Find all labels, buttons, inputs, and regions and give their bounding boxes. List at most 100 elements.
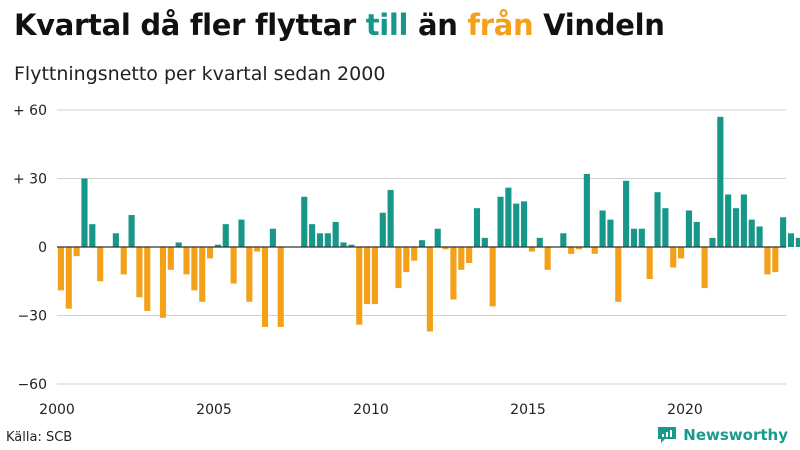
bar-quarter-63 <box>544 247 551 270</box>
bar-quarter-67 <box>575 247 583 250</box>
bar-quarter-60 <box>521 201 528 247</box>
bar-quarter-72 <box>615 247 622 302</box>
bar-quarter-81 <box>685 210 692 247</box>
bar-quarter-69 <box>591 247 598 254</box>
bar-quarter-48 <box>426 247 433 332</box>
bar-quarter-76 <box>646 247 653 279</box>
y-axis-labels: + 60 + 30 0 −30 −60 <box>13 103 47 393</box>
bar-quarter-33 <box>309 224 316 247</box>
bar-quarter-11 <box>136 247 143 298</box>
bar-quarter-21 <box>214 244 221 247</box>
title-part-3: än <box>408 8 468 42</box>
bar-quarter-65 <box>560 233 567 247</box>
bar-quarter-54 <box>473 208 481 247</box>
bar-quarter-58 <box>505 187 512 247</box>
bar-quarter-45 <box>403 247 410 273</box>
bar-quarter-24 <box>238 219 245 247</box>
bar-quarter-73 <box>623 180 630 247</box>
bar-quarter-34 <box>316 233 324 247</box>
bar-quarter-46 <box>411 247 418 261</box>
bar-quarter-49 <box>434 228 441 247</box>
bar-quarter-19 <box>199 247 206 302</box>
bar-quarter-66 <box>568 247 575 254</box>
bar-quarter-50 <box>442 247 449 250</box>
bar-quarter-18 <box>191 247 198 291</box>
newsworthy-logo-icon <box>658 427 677 443</box>
chart-subtitle: Flyttningsnetto per kvartal sedan 2000 <box>14 63 386 85</box>
bar-quarter-82 <box>693 221 700 247</box>
bar-quarter-5 <box>89 224 96 247</box>
bar-quarter-35 <box>324 233 331 247</box>
bar-quarter-89 <box>748 219 755 247</box>
title-part-1: Kvartal då fler flyttar <box>14 8 366 42</box>
y-tick-label: −60 <box>17 377 47 393</box>
bar-quarter-16 <box>175 242 182 247</box>
bar-quarter-79 <box>670 247 677 268</box>
bar-quarter-90 <box>756 226 763 247</box>
y-tick-label: −30 <box>17 309 47 325</box>
bar-quarter-20 <box>207 247 214 259</box>
bars <box>57 116 800 332</box>
bar-quarter-22 <box>222 224 229 247</box>
source-note: Källa: SCB <box>6 430 73 445</box>
bar-quarter-14 <box>159 247 167 318</box>
y-tick-label: + 60 <box>13 103 47 119</box>
bar-quarter-61 <box>528 247 535 252</box>
bar-quarter-27 <box>261 247 269 327</box>
bar-quarter-43 <box>387 189 394 247</box>
x-tick-label: 2000 <box>39 402 75 418</box>
bar-quarter-29 <box>277 247 284 327</box>
bar-quarter-12 <box>144 247 151 311</box>
x-axis-labels: 2000 2005 2010 2015 2020 <box>39 402 703 418</box>
bar-quarter-74 <box>630 228 638 247</box>
bar-quarter-1 <box>57 247 64 291</box>
bar-quarter-44 <box>395 247 402 289</box>
bar-quarter-70 <box>599 210 606 247</box>
x-tick-label: 2020 <box>667 402 703 418</box>
bar-quarter-38 <box>348 244 355 247</box>
bar-quarter-42 <box>379 212 386 247</box>
bar-quarter-6 <box>97 247 104 282</box>
brand-logo: Newsworthy <box>657 426 788 444</box>
bar-quarter-39 <box>356 247 363 325</box>
title-part-5: Vindeln <box>533 8 665 42</box>
bar-quarter-26 <box>254 247 261 252</box>
bar-quarter-37 <box>340 242 347 247</box>
bar-quarter-3 <box>73 247 80 257</box>
bar-quarter-84 <box>709 237 716 247</box>
bar-quarter-95 <box>795 237 800 247</box>
bar-quarter-4 <box>81 178 88 247</box>
bar-quarter-57 <box>497 196 504 247</box>
bar-quarter-91 <box>764 247 771 275</box>
bar-quarter-94 <box>787 233 795 247</box>
bar-quarter-56 <box>489 247 496 307</box>
bar-quarter-77 <box>654 192 661 247</box>
bar-quarter-93 <box>780 217 787 247</box>
bar-quarter-62 <box>536 237 543 247</box>
bar-quarter-80 <box>678 247 685 259</box>
bar-quarter-83 <box>701 247 708 289</box>
grid-lines <box>57 109 786 385</box>
y-tick-label: 0 <box>38 240 47 256</box>
brand-name: Newsworthy <box>683 426 788 444</box>
bar-quarter-47 <box>418 240 426 247</box>
x-tick-label: 2005 <box>196 402 232 418</box>
bar-quarter-15 <box>167 247 174 270</box>
bar-quarter-53 <box>466 247 473 263</box>
bar-quarter-86 <box>725 194 732 247</box>
bar-quarter-59 <box>513 203 520 247</box>
bar-quarter-51 <box>450 247 457 300</box>
bar-quarter-71 <box>607 219 614 247</box>
title-highlight-till: till <box>365 8 409 42</box>
x-tick-label: 2015 <box>510 402 546 418</box>
bar-quarter-28 <box>269 228 276 247</box>
bar-quarter-36 <box>332 221 339 247</box>
bar-quarter-87 <box>732 208 740 247</box>
bar-quarter-78 <box>662 208 669 247</box>
bar-quarter-32 <box>301 196 308 247</box>
x-tick-label: 2010 <box>353 402 389 418</box>
bar-quarter-55 <box>481 237 488 247</box>
bar-quarter-2 <box>65 247 72 309</box>
bar-quarter-17 <box>183 247 190 275</box>
